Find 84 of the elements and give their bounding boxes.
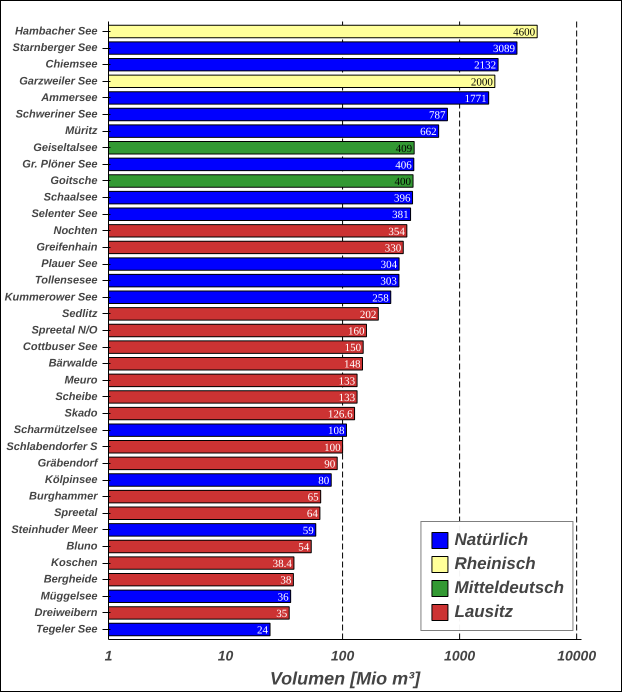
y-tick-label: Schweriner See: [16, 108, 98, 121]
data-label: 36: [278, 591, 290, 604]
data-label: 2132: [474, 60, 496, 72]
data-label: 133: [338, 375, 356, 388]
data-label: 160: [348, 326, 365, 338]
data-label: 396: [394, 192, 412, 205]
x-tick-label: 10000: [557, 648, 596, 664]
y-tick-label: Goitsche: [50, 174, 98, 187]
data-label: 59: [302, 524, 314, 537]
y-tick-label: Kölpinsee: [44, 474, 98, 486]
y-tick-label: Spreetal N/O: [31, 324, 98, 336]
data-label: 148: [344, 358, 362, 371]
data-label: 38.4: [272, 558, 292, 570]
x-tick-label: 1000: [444, 648, 476, 664]
x-tick-label: 10: [218, 648, 234, 664]
data-label: 65: [308, 492, 320, 504]
data-label: 330: [384, 242, 402, 254]
y-tick-label: Schaalsee: [44, 192, 98, 204]
y-tick-label: Bluno: [66, 540, 98, 552]
x-tick-label: 100: [330, 648, 354, 664]
y-tick-label: Tegeler See: [36, 624, 98, 636]
y-tick-label: Cottbuser See: [22, 341, 98, 354]
y-tick-label: Hambacher See: [14, 25, 98, 38]
data-label: 100: [324, 442, 342, 454]
y-tick-label: Schlabendorfer S: [6, 440, 98, 453]
y-tick-label: Müggelsee: [40, 590, 98, 602]
data-label: 2000: [470, 76, 494, 88]
y-tick-label: Müritz: [65, 125, 98, 138]
y-tick-label: Ammersee: [40, 92, 98, 104]
data-label: 304: [380, 259, 398, 272]
data-label: 787: [428, 110, 446, 122]
data-label: 409: [396, 142, 413, 155]
y-tick-label: Chiemsee: [46, 58, 98, 71]
data-label: 150: [344, 342, 362, 354]
data-label: 108: [328, 425, 345, 438]
y-tick-label: Gräbendorf: [38, 457, 99, 470]
data-label: 54: [298, 541, 310, 554]
data-label: 38: [280, 574, 292, 587]
data-label: 133: [338, 392, 356, 404]
data-label: 80: [318, 475, 330, 488]
data-label: 202: [360, 308, 376, 321]
y-tick-label: Greifenhain: [36, 241, 98, 254]
y-tick-label: Sedlitz: [62, 308, 98, 320]
y-tick-label: Dreiweibern: [34, 606, 98, 619]
y-tick-label: Steinhuder Meer: [11, 524, 98, 536]
data-label: 303: [380, 276, 398, 288]
y-tick-label: Starnberger See: [12, 42, 98, 54]
data-label: 64: [306, 508, 318, 520]
legend-label: Rheinisch: [454, 554, 536, 574]
data-label: 400: [394, 176, 412, 188]
y-tick-label: Gr. Plöner See: [22, 158, 98, 170]
y-tick-label: Tollensesee: [34, 274, 98, 287]
y-tick-label: Garzweiler See: [19, 75, 98, 88]
y-tick-label: Kummerower See: [4, 291, 98, 304]
y-tick-label: Skado: [64, 408, 98, 420]
data-label: 3089: [492, 43, 516, 56]
y-tick-label: Nochten: [54, 224, 98, 237]
data-label: 4600: [513, 26, 536, 38]
legend-label: Mitteldeutsch: [454, 578, 564, 598]
data-label: 406: [395, 159, 412, 172]
data-label: 662: [420, 126, 437, 138]
y-tick-label: Plauer See: [41, 258, 98, 270]
data-label: 1771: [464, 92, 487, 105]
y-tick-label: Bergheide: [44, 574, 98, 586]
data-label: 381: [392, 209, 409, 222]
data-label: 90: [324, 458, 336, 470]
y-tick-label: Selenter See: [31, 208, 98, 220]
data-label: 354: [388, 226, 406, 238]
data-label: 24: [257, 624, 269, 637]
data-label: 126.6: [328, 408, 354, 421]
data-label: 258: [372, 292, 390, 304]
x-axis-title: Volumen [Mio m³]: [270, 668, 422, 688]
y-tick-label: Scheibe: [55, 390, 98, 403]
y-tick-label: Geiseltalsee: [33, 142, 98, 154]
y-tick-label: Burghammer: [29, 490, 98, 503]
y-tick-label: Koschen: [51, 557, 98, 570]
y-tick-label: Bärwalde: [48, 358, 98, 370]
y-tick-label: Scharmützelsee: [14, 424, 98, 436]
y-tick-label: Spreetal: [54, 507, 98, 520]
legend-label: Lausitz: [454, 602, 513, 622]
y-tick-label: Meuro: [64, 374, 98, 386]
data-label: 35: [276, 608, 288, 620]
legend-label: Natürlich: [454, 530, 528, 550]
x-tick-label: 1: [104, 648, 113, 664]
